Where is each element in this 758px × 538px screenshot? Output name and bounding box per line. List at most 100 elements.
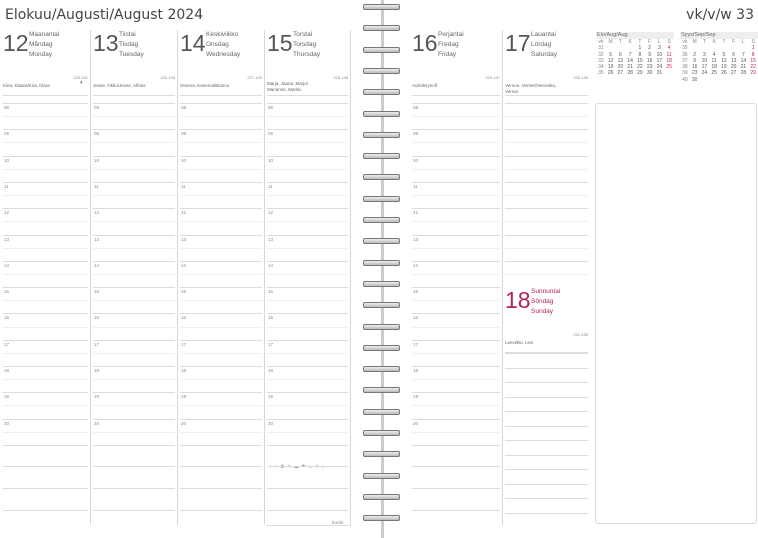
- saturday-line[interactable]: [505, 129, 588, 131]
- hour-line[interactable]: [267, 129, 348, 131]
- saturday-line[interactable]: [505, 142, 588, 144]
- half-hour-line[interactable]: [93, 352, 175, 354]
- half-hour-line[interactable]: [412, 142, 500, 144]
- saturday-line[interactable]: [505, 260, 588, 262]
- evening-line[interactable]: [267, 510, 348, 511]
- hour-line[interactable]: [180, 155, 262, 157]
- half-hour-line[interactable]: [93, 405, 175, 407]
- sunday-line[interactable]: [505, 498, 588, 499]
- hour-line[interactable]: [3, 392, 88, 394]
- half-hour-line[interactable]: [93, 116, 175, 118]
- hour-line[interactable]: [412, 366, 500, 367]
- half-hour-line[interactable]: [267, 221, 348, 223]
- sunday-line[interactable]: [505, 411, 588, 412]
- hour-line[interactable]: [412, 208, 500, 210]
- saturday-line[interactable]: [505, 195, 588, 197]
- hour-line[interactable]: [3, 260, 88, 262]
- half-hour-line[interactable]: [267, 300, 348, 302]
- hour-line[interactable]: [267, 155, 348, 157]
- hour-line[interactable]: [180, 129, 262, 131]
- half-hour-line[interactable]: [180, 300, 262, 302]
- half-hour-line[interactable]: [180, 168, 262, 170]
- half-hour-line[interactable]: [3, 405, 88, 407]
- half-hour-line[interactable]: [267, 431, 348, 433]
- half-hour-line[interactable]: [3, 116, 88, 118]
- half-hour-line[interactable]: [267, 405, 348, 407]
- hour-line[interactable]: [180, 181, 262, 183]
- evening-line[interactable]: [180, 510, 262, 511]
- hour-line[interactable]: [3, 103, 88, 104]
- half-hour-line[interactable]: [267, 168, 348, 170]
- hour-line[interactable]: [180, 287, 262, 289]
- evening-line[interactable]: [412, 445, 500, 446]
- half-hour-line[interactable]: [412, 405, 500, 407]
- half-hour-line[interactable]: [3, 379, 88, 381]
- hour-line[interactable]: [3, 181, 88, 183]
- evening-line[interactable]: [93, 510, 175, 511]
- half-hour-line[interactable]: [180, 273, 262, 275]
- hour-line[interactable]: [267, 260, 348, 262]
- sunday-line[interactable]: [505, 483, 588, 485]
- hour-line[interactable]: [412, 392, 500, 394]
- half-hour-line[interactable]: [180, 405, 262, 407]
- evening-line[interactable]: [412, 466, 500, 467]
- hour-line[interactable]: [267, 339, 348, 341]
- hour-line[interactable]: [180, 103, 262, 104]
- hour-line[interactable]: [93, 418, 175, 420]
- hour-line[interactable]: [267, 234, 348, 236]
- half-hour-line[interactable]: [412, 352, 500, 354]
- half-hour-line[interactable]: [93, 168, 175, 170]
- half-hour-line[interactable]: [3, 273, 88, 275]
- hour-line[interactable]: [180, 313, 262, 315]
- half-hour-line[interactable]: [3, 300, 88, 302]
- half-hour-line[interactable]: [3, 247, 88, 249]
- hour-line[interactable]: [412, 313, 500, 315]
- sunday-line[interactable]: [505, 469, 588, 470]
- hour-line[interactable]: [93, 313, 175, 315]
- hour-line[interactable]: [180, 208, 262, 210]
- hour-line[interactable]: [93, 234, 175, 236]
- half-hour-line[interactable]: [412, 116, 500, 118]
- half-hour-line[interactable]: [180, 116, 262, 118]
- sunday-line[interactable]: [505, 382, 588, 383]
- hour-line[interactable]: [93, 260, 175, 262]
- half-hour-line[interactable]: [93, 431, 175, 433]
- half-hour-line[interactable]: [412, 326, 500, 328]
- half-hour-line[interactable]: [180, 379, 262, 381]
- half-hour-line[interactable]: [3, 352, 88, 354]
- half-hour-line[interactable]: [180, 142, 262, 144]
- half-hour-line[interactable]: [267, 195, 348, 197]
- evening-line[interactable]: [412, 488, 500, 489]
- half-hour-line[interactable]: [93, 273, 175, 275]
- saturday-line[interactable]: [505, 247, 588, 249]
- half-hour-line[interactable]: [412, 247, 500, 249]
- sunday-line[interactable]: [505, 367, 588, 369]
- half-hour-line[interactable]: [3, 431, 88, 433]
- hour-line[interactable]: [3, 287, 88, 289]
- hour-line[interactable]: [412, 103, 500, 104]
- half-hour-line[interactable]: [93, 247, 175, 249]
- half-hour-line[interactable]: [267, 379, 348, 381]
- hour-line[interactable]: [93, 129, 175, 131]
- evening-line[interactable]: [3, 466, 88, 467]
- half-hour-line[interactable]: [412, 431, 500, 433]
- half-hour-line[interactable]: [3, 168, 88, 170]
- hour-line[interactable]: [93, 366, 175, 367]
- saturday-line[interactable]: [505, 168, 588, 170]
- saturday-line[interactable]: [505, 181, 588, 183]
- saturday-line[interactable]: [505, 208, 588, 210]
- half-hour-line[interactable]: [180, 221, 262, 223]
- hour-line[interactable]: [3, 366, 88, 367]
- evening-line[interactable]: [267, 466, 348, 467]
- sunday-line[interactable]: [505, 396, 588, 398]
- half-hour-line[interactable]: [93, 195, 175, 197]
- saturday-line[interactable]: [505, 155, 588, 157]
- half-hour-line[interactable]: [3, 195, 88, 197]
- hour-line[interactable]: [93, 208, 175, 210]
- half-hour-line[interactable]: [93, 379, 175, 381]
- evening-line[interactable]: [3, 445, 88, 446]
- hour-line[interactable]: [267, 208, 348, 210]
- notes-area[interactable]: [595, 103, 757, 524]
- half-hour-line[interactable]: [412, 300, 500, 302]
- hour-line[interactable]: [412, 234, 500, 236]
